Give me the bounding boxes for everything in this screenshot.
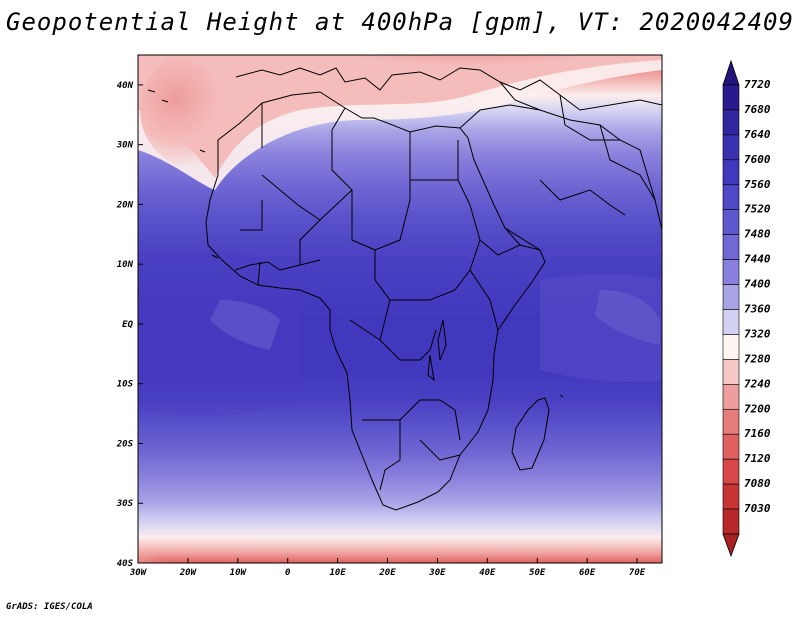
colorbar-bottom-arrow bbox=[722, 533, 740, 558]
colorbar-swatch bbox=[722, 309, 740, 335]
lat-label: 10S bbox=[117, 380, 134, 390]
lat-label: 10N bbox=[117, 260, 134, 270]
colorbar-swatch bbox=[722, 234, 740, 260]
colorbar-swatch bbox=[722, 284, 740, 310]
colorbar-swatch bbox=[722, 84, 740, 111]
map-frame bbox=[137, 54, 663, 564]
colorbar-label: 7360 bbox=[744, 303, 771, 316]
lon-label: 20E bbox=[378, 568, 396, 578]
colorbar-label: 7200 bbox=[744, 402, 771, 415]
colorbar-label: 7640 bbox=[744, 128, 771, 141]
height-field bbox=[138, 55, 662, 563]
longitude-axis: 30W 20W 10W 0 10E 20E 30E 40E 50E 60E 70E bbox=[129, 558, 646, 578]
colorbar-label: 7400 bbox=[744, 278, 771, 291]
lon-label: 10E bbox=[329, 568, 346, 578]
colorbar-top-arrow bbox=[722, 59, 740, 86]
colorbar-swatch bbox=[722, 209, 740, 235]
map-title: Geopotential Height at 400hPa [gpm], VT:… bbox=[6, 8, 794, 36]
colorbar-swatch bbox=[722, 458, 740, 485]
colorbar-label: 7320 bbox=[744, 327, 771, 340]
colorbar-swatch bbox=[722, 408, 740, 435]
lon-label: 20W bbox=[179, 568, 198, 578]
colorbar-label: 7720 bbox=[744, 78, 771, 91]
colorbar-swatch bbox=[722, 109, 740, 136]
colorbar-swatch bbox=[722, 508, 740, 535]
lon-label: 10W bbox=[230, 568, 248, 578]
colorbar: 7720 7680 7640 7600 7560 7520 7480 7440 7400 7360… bbox=[722, 59, 771, 558]
colorbar-swatch bbox=[722, 334, 740, 360]
colorbar-label: 7240 bbox=[744, 377, 771, 390]
lat-label: 40S bbox=[117, 559, 134, 569]
colorbar-swatch bbox=[722, 483, 740, 510]
coastlines-borders bbox=[147, 67, 662, 511]
lon-label: 40E bbox=[479, 568, 496, 578]
latitude-axis: 40N 30N 20N 10N EQ 10S 20S 30S 40S bbox=[116, 81, 143, 569]
colorbar-label: 7560 bbox=[744, 178, 771, 191]
colorbar-swatch bbox=[722, 259, 740, 285]
colorbar-label: 7440 bbox=[744, 253, 771, 266]
lon-label: 30W bbox=[129, 568, 148, 578]
lon-label: 30E bbox=[428, 568, 446, 578]
lon-label: 50E bbox=[529, 568, 546, 578]
lon-label: 70E bbox=[629, 568, 646, 578]
colorbar-swatch bbox=[722, 433, 740, 460]
colorbar-label: 7030 bbox=[744, 502, 771, 515]
lat-label: 30S bbox=[116, 499, 134, 509]
colorbar-label: 7120 bbox=[744, 452, 771, 465]
colorbar-label: 7600 bbox=[744, 153, 771, 166]
colorbar-swatch bbox=[722, 134, 740, 161]
grads-credit: GrADS: IGES/COLA bbox=[6, 602, 93, 612]
colorbar-swatch bbox=[722, 184, 740, 211]
lat-label: 20S bbox=[116, 439, 134, 449]
lat-label: EQ bbox=[122, 320, 133, 330]
lon-label: 60E bbox=[579, 568, 596, 578]
colorbar-label: 7480 bbox=[744, 228, 771, 241]
colorbar-label: 7680 bbox=[744, 103, 771, 116]
colorbar-label: 7280 bbox=[744, 352, 771, 365]
colorbar-label: 7080 bbox=[744, 477, 771, 490]
lon-label: 0 bbox=[285, 568, 291, 578]
lat-label: 30N bbox=[116, 141, 134, 151]
lat-label: 20N bbox=[116, 200, 134, 210]
lat-label: 40N bbox=[117, 81, 134, 91]
colorbar-swatch bbox=[722, 384, 740, 410]
colorbar-label: 7520 bbox=[744, 203, 771, 216]
colorbar-label: 7160 bbox=[744, 427, 771, 440]
colorbar-swatch bbox=[722, 159, 740, 186]
colorbar-swatch bbox=[722, 359, 740, 385]
